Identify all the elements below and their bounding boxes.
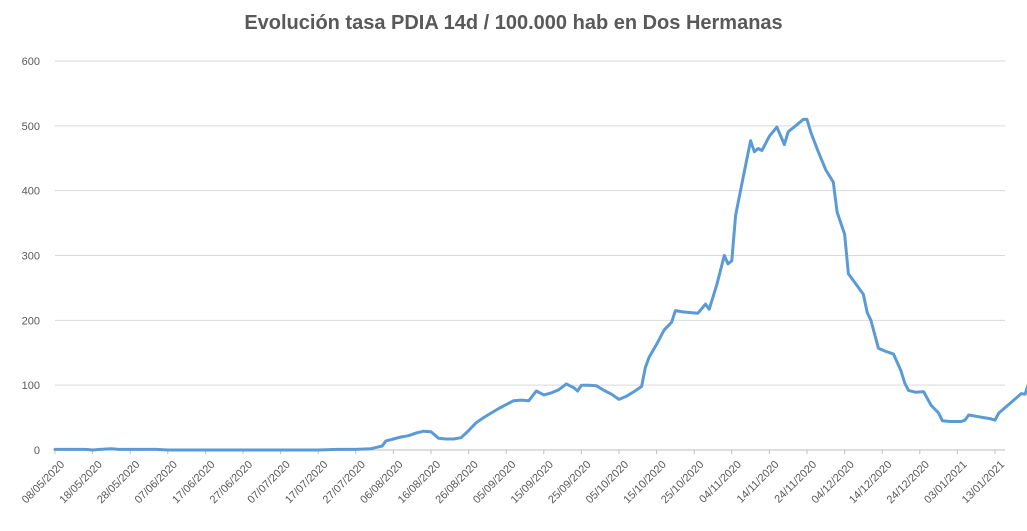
y-tick-label: 200 bbox=[22, 315, 40, 327]
y-tick-label: 0 bbox=[34, 445, 40, 457]
y-tick-label: 500 bbox=[22, 121, 40, 133]
series-line bbox=[53, 117, 1027, 452]
y-tick-label: 100 bbox=[22, 380, 40, 392]
y-tick-label: 600 bbox=[22, 56, 40, 68]
y-tick-label: 400 bbox=[22, 186, 40, 198]
x-axis-ticks: 08/05/202018/05/202028/05/202007/06/2020… bbox=[20, 450, 1007, 506]
y-axis-ticks: 0 100 200 300 400 500 600 bbox=[22, 56, 40, 457]
y-tick-label: 300 bbox=[22, 251, 40, 263]
gridlines bbox=[55, 60, 1005, 451]
chart-title: Evolución tasa PDIA 14d / 100.000 hab en… bbox=[244, 12, 783, 34]
series-layer bbox=[53, 117, 1027, 452]
